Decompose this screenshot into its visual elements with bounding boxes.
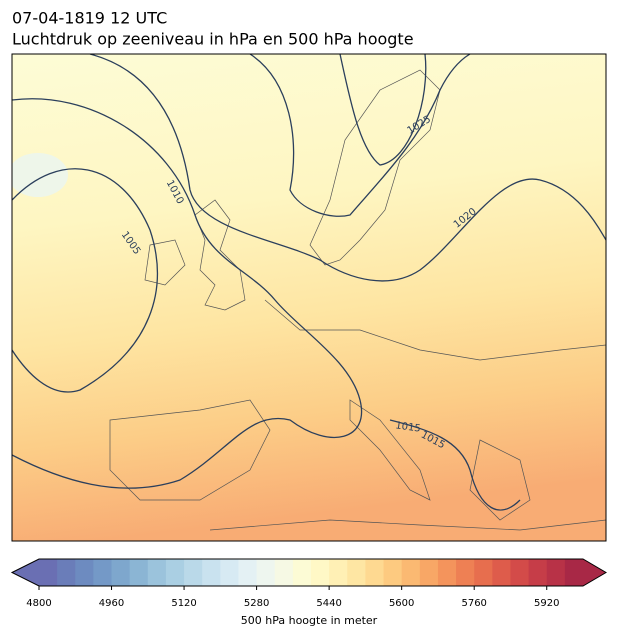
colorbar-tick-label: 5920 [534,598,559,609]
colorbar-swatch [546,559,566,586]
low-height-area [12,153,68,197]
isobars [12,54,606,511]
colorbar-swatch [456,559,475,586]
title: 07-04-1819 12 UTC [12,9,167,28]
colorbar-swatch [564,559,584,586]
colorbar-swatch [147,559,167,586]
colorbar-extend-low [12,559,39,586]
colorbar-swatch [111,559,131,586]
contour-label: 1015 [395,420,422,434]
subtitle: Luchtdruk op zeeniveau in hPa en 500 hPa… [12,30,414,49]
colorbar-swatch [365,559,385,586]
colorbar-swatch [311,559,330,586]
colorbar-swatch [274,559,294,586]
map-frame [11,53,607,542]
colorbar-swatch [39,559,58,586]
colorbar-swatch [329,559,348,586]
colorbar-tick-label: 5600 [389,598,414,609]
colorbar-label: 500 hPa hoogte in meter [241,614,378,627]
colorbar-tick-label: 4800 [26,598,51,609]
colorbar-tick-label: 5760 [461,598,486,609]
colorbar-swatch [528,559,548,586]
colorbar-swatch [437,559,457,586]
colorbar-swatch [202,559,221,586]
colorbar-swatch [93,559,113,586]
colorbar-swatch [75,559,94,586]
colorbar-swatch [383,559,403,586]
colorbar-swatch [510,559,530,586]
colorbar-swatch [165,559,185,586]
height-field [12,54,606,541]
colorbar-tick-label: 5120 [171,598,196,609]
colorbar-swatch [347,559,366,586]
colorbar-swatch [492,559,511,586]
colorbar-swatch [401,559,421,586]
colorbar-tick-label: 5280 [244,598,269,609]
colorbar-tick-label: 4960 [99,598,124,609]
colorbar: 4800 4960 5120 5280 5440 5600 5760 5920 [10,558,607,609]
coastlines [109,69,606,531]
colorbar-swatch [292,559,312,586]
colorbar-swatch [129,559,149,586]
colorbar-swatch [256,559,276,586]
colorbar-tick-label: 5440 [316,598,341,609]
colorbar-extend-high [583,559,606,586]
colorbar-swatch [220,559,239,586]
colorbar-swatch [474,559,493,586]
colorbar-swatch [238,559,258,586]
colorbar-swatch [419,559,439,586]
colorbar-swatch [57,559,76,586]
colorbar-swatch [184,559,203,586]
